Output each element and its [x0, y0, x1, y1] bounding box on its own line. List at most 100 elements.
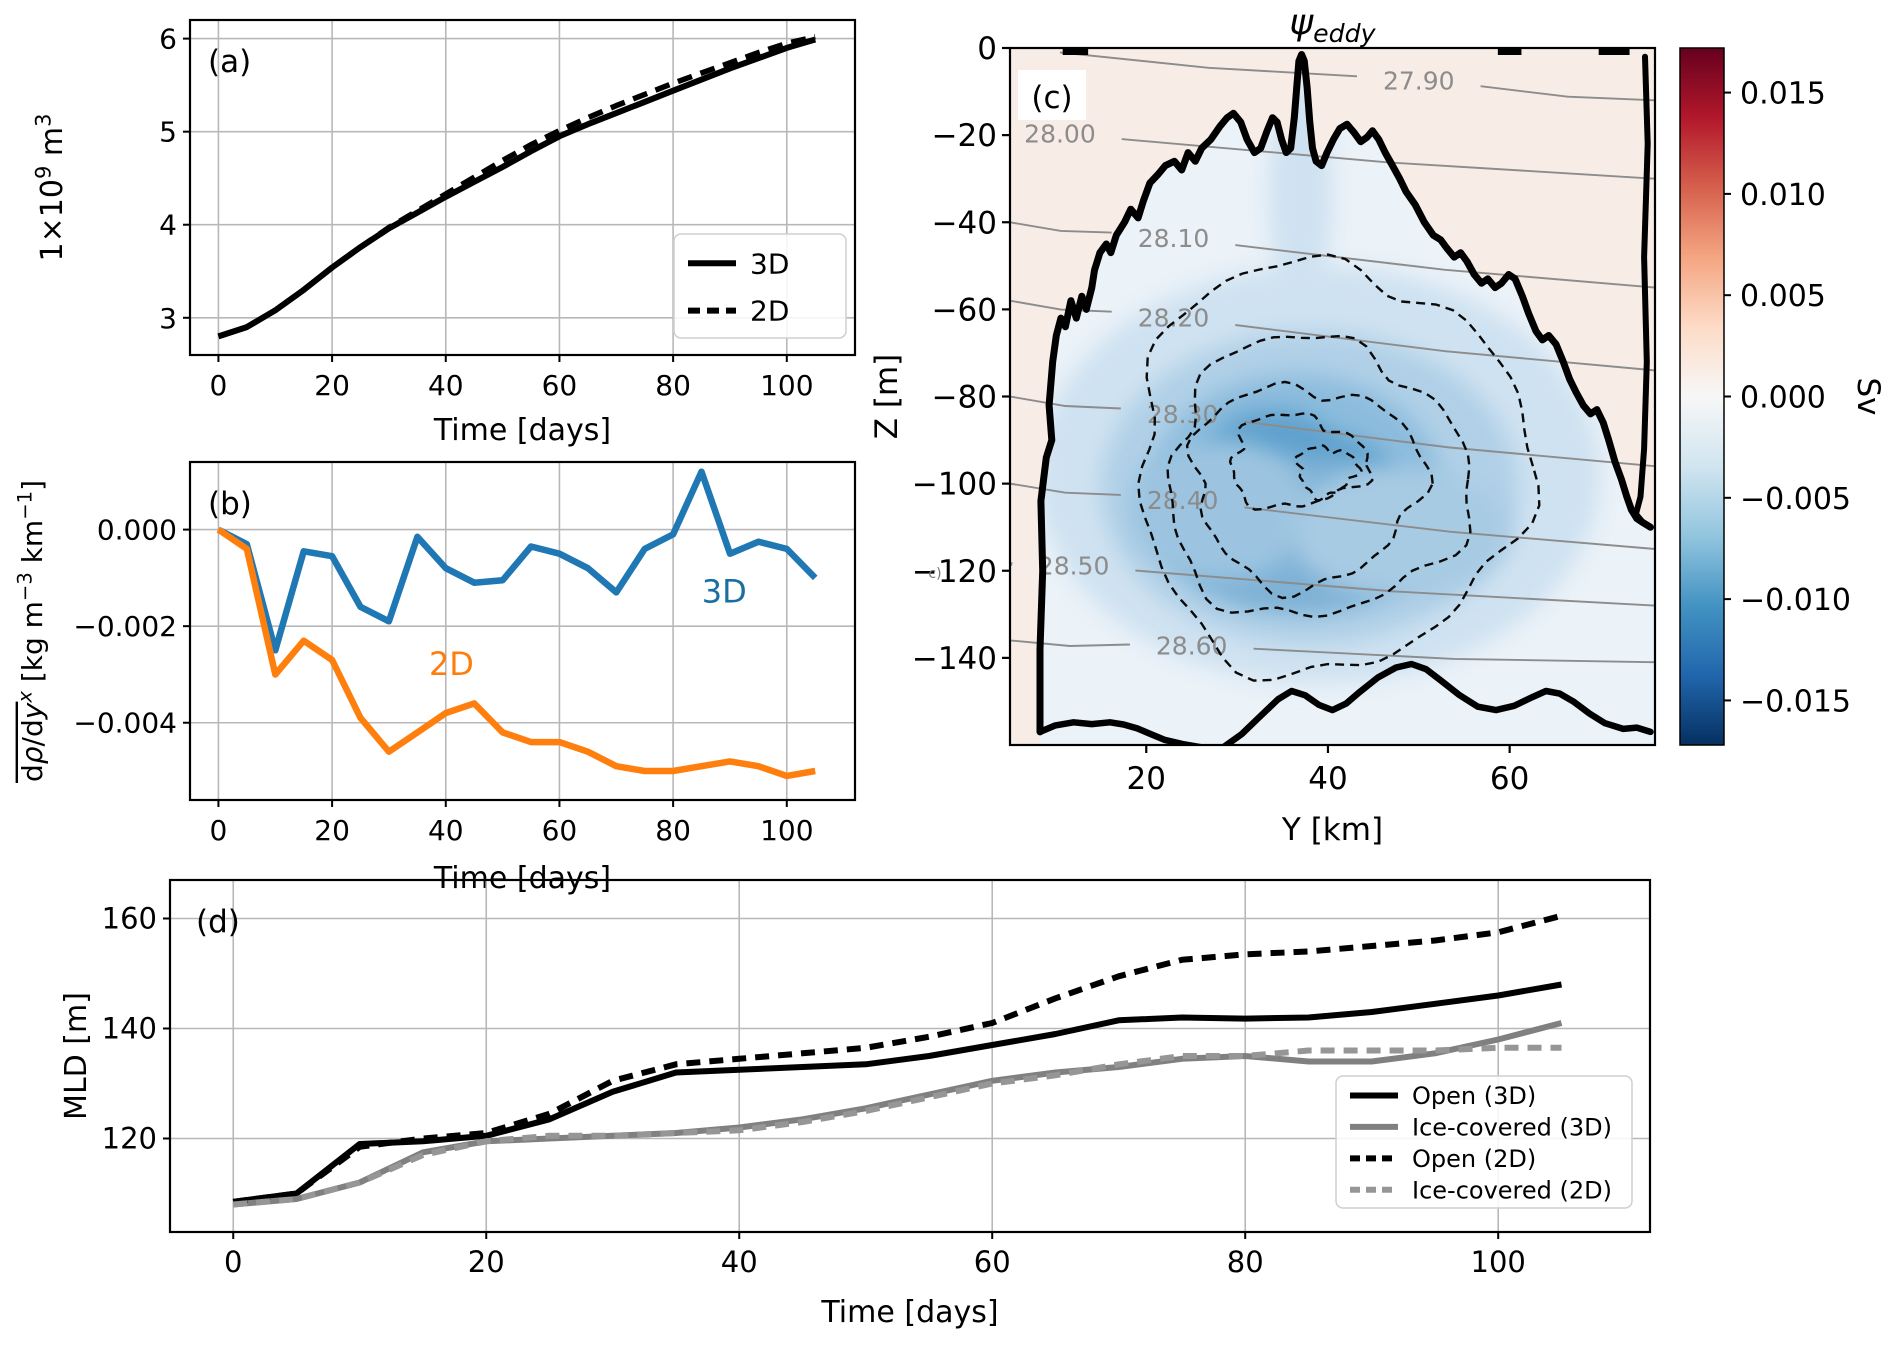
svg-text:MLD [m]: MLD [m] — [59, 992, 94, 1120]
y-axis-label: 1×109 m3 — [32, 114, 70, 262]
dashed-contour-ring — [1137, 253, 1541, 682]
x-axis-label: Time [days] — [433, 413, 611, 448]
right-edge-contour — [1632, 53, 1651, 526]
panel-letter: (c) — [1031, 80, 1072, 116]
x-tick-label: 40 — [428, 369, 464, 402]
y-tick-label: −20 — [932, 118, 997, 154]
axes-border — [188, 460, 857, 802]
y-tick-label: 4 — [159, 209, 177, 242]
x-tick-label: 0 — [210, 369, 228, 402]
isopycnal-line-28.40 — [1010, 482, 1121, 496]
colorbar-sv: 0.015 0.010 0.005 0.000 −0.005 −0.010 −0.015 Sv — [1679, 47, 1886, 746]
axis-ticks: 0 20 40 60 80 100 3 4 5 6 — [159, 23, 813, 402]
isopycnal-line-28.40 — [1244, 506, 1655, 550]
shading-blob — [1128, 440, 1310, 580]
svg-text:Z [m]: Z [m] — [869, 354, 905, 439]
x-tick-label: 20 — [1127, 761, 1166, 797]
y-axis-label: MLD [m] — [59, 992, 94, 1120]
y-tick-label: 120 — [102, 1122, 157, 1156]
panel-b-density-gradient-chart: 0 20 40 60 80 100 0.000 −0.002 −0.004 Time [days]… — [13, 460, 857, 896]
x-tick-label: 60 — [1490, 761, 1529, 797]
panel-letter: (a) — [208, 44, 251, 80]
y-tick-label: −60 — [932, 292, 997, 328]
legend-box — [1335, 1075, 1633, 1209]
gridlines — [190, 462, 855, 800]
y-tick-label: 0.000 — [97, 514, 177, 547]
colorbar-tick-label: 0.005 — [1740, 279, 1826, 314]
gridlines — [170, 880, 1650, 1232]
colorbar-unit-label: Sv — [1850, 377, 1886, 415]
x-tick-label: 60 — [542, 369, 578, 402]
isopycnal-line-28.10 — [1010, 221, 1112, 234]
isopycnal-label-28.50: 28.50 — [1038, 551, 1110, 580]
y-tick-label: 160 — [102, 902, 157, 936]
y-axis-label: dρ/dyx [kg m−3 km−1] — [13, 480, 49, 784]
main-cell-outline — [1036, 51, 1654, 736]
legend-label: Ice-covered (3D) — [1412, 1114, 1612, 1142]
panel-a-volume-chart: 0 20 40 60 80 100 3 4 5 6 Time [days] 1×109 m3 (a) 3D… — [32, 18, 857, 448]
legend-label: Ice-covered (2D) — [1412, 1176, 1612, 1204]
gridlines — [190, 20, 855, 355]
series-line-Open-2D- — [232, 912, 1563, 1205]
x-tick-label: 40 — [721, 1245, 758, 1279]
axes-border — [188, 18, 857, 357]
x-tick-label: 20 — [314, 369, 350, 402]
x-tick-label: 40 — [428, 814, 464, 847]
legend: Open (3D) Ice-covered (3D) Open (2D) Ice-co… — [1335, 1075, 1633, 1209]
y-tick-label: −140 — [912, 641, 997, 677]
stray-annotation: c) — [928, 566, 941, 582]
colorbar-tick-label: 0.015 — [1740, 77, 1826, 112]
isopycnal-label-28.10: 28.10 — [1138, 224, 1210, 253]
y-tick-label: −0.002 — [73, 610, 177, 643]
x-tick-label: 100 — [760, 814, 813, 847]
isopycnal-line-28.30 — [1244, 420, 1655, 468]
axis-ticks: 0 20 40 60 80 100 0.000 −0.002 −0.004 — [73, 514, 813, 847]
isopycnal-line-28.60 — [1010, 639, 1130, 647]
y-axis-label: Z [m] — [869, 354, 905, 439]
y-tick-label: 5 — [159, 116, 177, 149]
y-tick-label: −0.004 — [73, 707, 177, 740]
dashed-contour-ring — [1185, 380, 1434, 600]
series — [232, 912, 1563, 1208]
panel-d-mld-chart: 0 20 40 60 80 100 120 140 160 Time [days] MLD [m] (… — [59, 878, 1652, 1330]
isopycnal-label-28.30: 28.30 — [1147, 400, 1219, 429]
isopycnal-line-28.60 — [1253, 647, 1655, 664]
y-tick-label: −100 — [912, 467, 997, 503]
series-line-2D — [216, 526, 816, 780]
isopycnal-label-28.20: 28.20 — [1138, 303, 1210, 332]
panel-letter: (b) — [208, 486, 252, 522]
zero-contour — [1036, 48, 1654, 745]
legend-label: Open (3D) — [1412, 1082, 1536, 1110]
isopycnal-line-27.90 — [1480, 85, 1655, 102]
x-tick-label: 100 — [760, 369, 813, 402]
series-line-3D — [216, 468, 818, 654]
shading-blob — [1291, 466, 1510, 597]
axis-ticks: 20 40 60 0 −20 −40 −60 −80 −100 −120 −140 — [912, 31, 1530, 797]
colorbar-tick-label: −0.010 — [1740, 583, 1851, 618]
y-tick-label: 6 — [159, 23, 177, 56]
x-axis-label: Time [days] — [820, 1295, 998, 1330]
axis-ticks: 0 20 40 60 80 100 120 140 160 — [102, 902, 1526, 1280]
panel-c-eddy-streamfunction-section: 27.90 28.00 28.10 28.20 28.30 28.40 28.50 28.60… — [869, 2, 1657, 848]
axes-border — [168, 878, 1652, 1234]
colorbar-tick-label: −0.015 — [1740, 684, 1851, 719]
legend-label: Open (2D) — [1412, 1145, 1536, 1173]
inline-series-label-2D: 2D — [429, 645, 474, 683]
isopycnal-label-27.90: 27.90 — [1383, 66, 1455, 95]
y-tick-label: 3 — [159, 302, 177, 335]
y-tick-label: 140 — [102, 1012, 157, 1046]
x-axis-label: Y [km] — [1281, 812, 1383, 848]
x-tick-label: 80 — [1227, 1245, 1264, 1279]
dashed-contour-ring — [1166, 334, 1472, 619]
isopycnal-label-28.00: 28.00 — [1024, 119, 1096, 148]
y-tick-label: −40 — [932, 205, 997, 241]
series — [216, 468, 818, 780]
colorbar-gradient — [1679, 47, 1725, 746]
legend-label: 2D — [750, 295, 789, 328]
x-axis-label: Time [days] — [433, 861, 611, 896]
y-tick-label: −120 — [912, 554, 997, 590]
x-tick-label: 60 — [974, 1245, 1011, 1279]
